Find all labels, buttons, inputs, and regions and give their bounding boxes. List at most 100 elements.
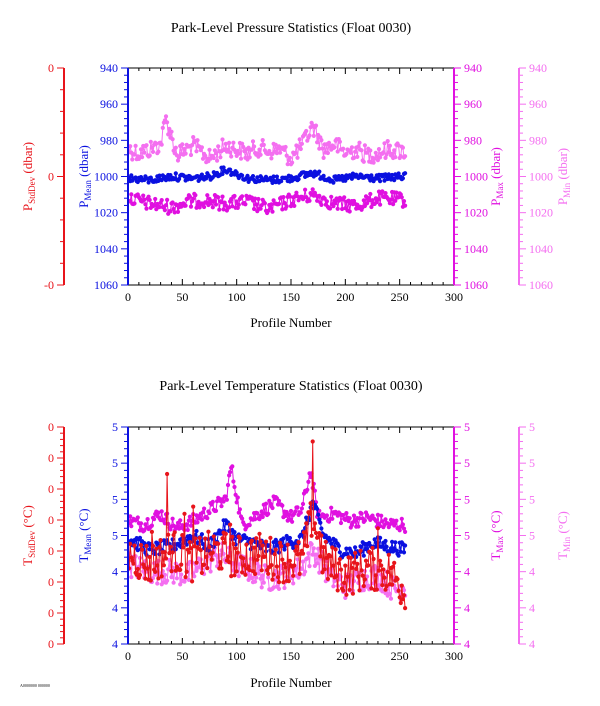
- temperature-stddev-point: [237, 536, 242, 541]
- temperature-stddev-point: [137, 572, 143, 578]
- temperature-max-point: [237, 507, 242, 512]
- pressure-min-point: [150, 149, 156, 154]
- temperature-min-point: [361, 588, 366, 593]
- pressure-min-point: [238, 156, 244, 161]
- pressure-min-point: [207, 147, 212, 152]
- temperature-max-point: [185, 527, 190, 533]
- pressure-min-point: [228, 150, 233, 155]
- pressure-mean-point: [274, 174, 279, 179]
- pressure-min-point: [173, 145, 178, 150]
- temperature-stddev-point: [329, 573, 334, 578]
- temperature-stddev-point: [349, 565, 354, 571]
- pressure-x-axis-label: Profile Number: [250, 315, 332, 330]
- temperature-stddev-point: [296, 540, 301, 545]
- temperature-max-point: [324, 513, 329, 518]
- temperature-stddev-point: [287, 558, 292, 563]
- temperature-min-point: [313, 552, 319, 557]
- temperature-stddev-point: [322, 567, 327, 572]
- temperature-stddev-point: [269, 563, 274, 568]
- pressure-min-point: [229, 154, 234, 159]
- temperature-plot-frame: [127, 426, 455, 645]
- temperature-max-point: [266, 511, 271, 516]
- temperature-max-point: [298, 510, 303, 515]
- temperature-stddev-point: [400, 597, 405, 602]
- pressure-mean-point: [255, 175, 260, 180]
- pressure-min-point: [231, 140, 236, 145]
- temperature-stddev-point: [333, 547, 338, 552]
- pressure-plot-area: [127, 114, 408, 216]
- temperature-mean-point: [170, 537, 175, 542]
- pressure-min-point: [385, 139, 390, 144]
- temperature-max-point: [347, 516, 352, 521]
- temperature-min-point: [162, 572, 167, 578]
- pressure-min-point: [261, 142, 266, 147]
- temperature-stddev-point: [183, 574, 188, 580]
- pressure-series-mean: [127, 165, 408, 185]
- temperature-stddev-point: [391, 564, 396, 569]
- temperature-max-point: [276, 498, 282, 503]
- pressure-max-tick-label: 960: [464, 97, 482, 111]
- temperature-stddev-point: [143, 576, 148, 581]
- temperature-stddev-point: [313, 530, 319, 536]
- pressure-max-point: [280, 207, 285, 212]
- temperature-stddev-tick-label: 0: [48, 482, 54, 496]
- temperature-max-point: [394, 518, 399, 523]
- temperature-stddev-point: [360, 573, 365, 578]
- temperature-stddev-point: [282, 561, 287, 566]
- pressure-x-tick-label: 100: [228, 290, 246, 304]
- pressure-max-point: [347, 209, 352, 214]
- temperature-max-point: [221, 499, 226, 504]
- pressure-max-point: [235, 205, 240, 210]
- pressure-min-tick-label: 980: [529, 133, 547, 147]
- temperature-plot-area: [127, 439, 408, 611]
- pressure-mean-point: [177, 176, 182, 182]
- temperature-max-point: [135, 515, 140, 520]
- temperature-min-tick-label: 4: [529, 601, 535, 615]
- temperature-max-point: [383, 517, 388, 522]
- temperature-stddev-point: [227, 560, 232, 565]
- pressure-max-point: [143, 202, 148, 207]
- pressure-min-point: [216, 144, 221, 149]
- temperature-stddev-point: [144, 543, 149, 549]
- pressure-min-point: [386, 150, 391, 155]
- temperature-mean-point: [318, 520, 323, 525]
- temperature-stddev-tick-label: 0: [48, 575, 54, 589]
- pressure-max-point: [193, 193, 198, 198]
- temperature-mean-point: [403, 543, 408, 548]
- pressure-max-point: [234, 199, 239, 204]
- pressure-min-point: [392, 148, 397, 153]
- pressure-min-point: [361, 159, 366, 164]
- pressure-max-point: [211, 199, 216, 204]
- temperature-stddev-point: [202, 562, 207, 567]
- temperature-max-point: [230, 464, 235, 469]
- temperature-stddev-point: [291, 573, 296, 578]
- temperature-stddev-point: [206, 529, 211, 534]
- temperature-max-point: [186, 518, 191, 523]
- temperature-stddev-point: [204, 554, 209, 560]
- pressure-max-point: [159, 198, 164, 203]
- temperature-stddev-point: [359, 568, 364, 573]
- temperature-stddev-point: [155, 563, 160, 568]
- temperature-min-point: [315, 561, 320, 566]
- pressure-min-point: [138, 147, 144, 152]
- pressure-max-tick-label: 1000: [464, 170, 488, 184]
- temperature-stddev-point: [396, 588, 401, 593]
- temperature-mean-point: [319, 526, 324, 531]
- pressure-min-point: [307, 133, 312, 138]
- pressure-min-point: [393, 155, 398, 160]
- temperature-max-point: [373, 518, 378, 523]
- temperature-mean-tick-label: 5: [112, 420, 118, 434]
- temperature-min-point: [365, 574, 370, 579]
- pressure-min-line: [128, 116, 406, 166]
- temperature-stddev-tick-label: 0: [48, 637, 54, 651]
- pressure-max-point: [317, 193, 322, 198]
- temperature-x-tick-label: 0: [125, 649, 131, 663]
- pressure-min-point: [260, 138, 265, 143]
- temperature-stddev-point: [253, 571, 258, 577]
- temperature-mean-tick-label: 4: [112, 565, 118, 579]
- pressure-mean-point: [333, 174, 338, 179]
- pressure-mean-point: [257, 179, 262, 184]
- pressure-min-point: [299, 141, 304, 146]
- temperature-max-axis-label: TMax (°C): [488, 510, 505, 560]
